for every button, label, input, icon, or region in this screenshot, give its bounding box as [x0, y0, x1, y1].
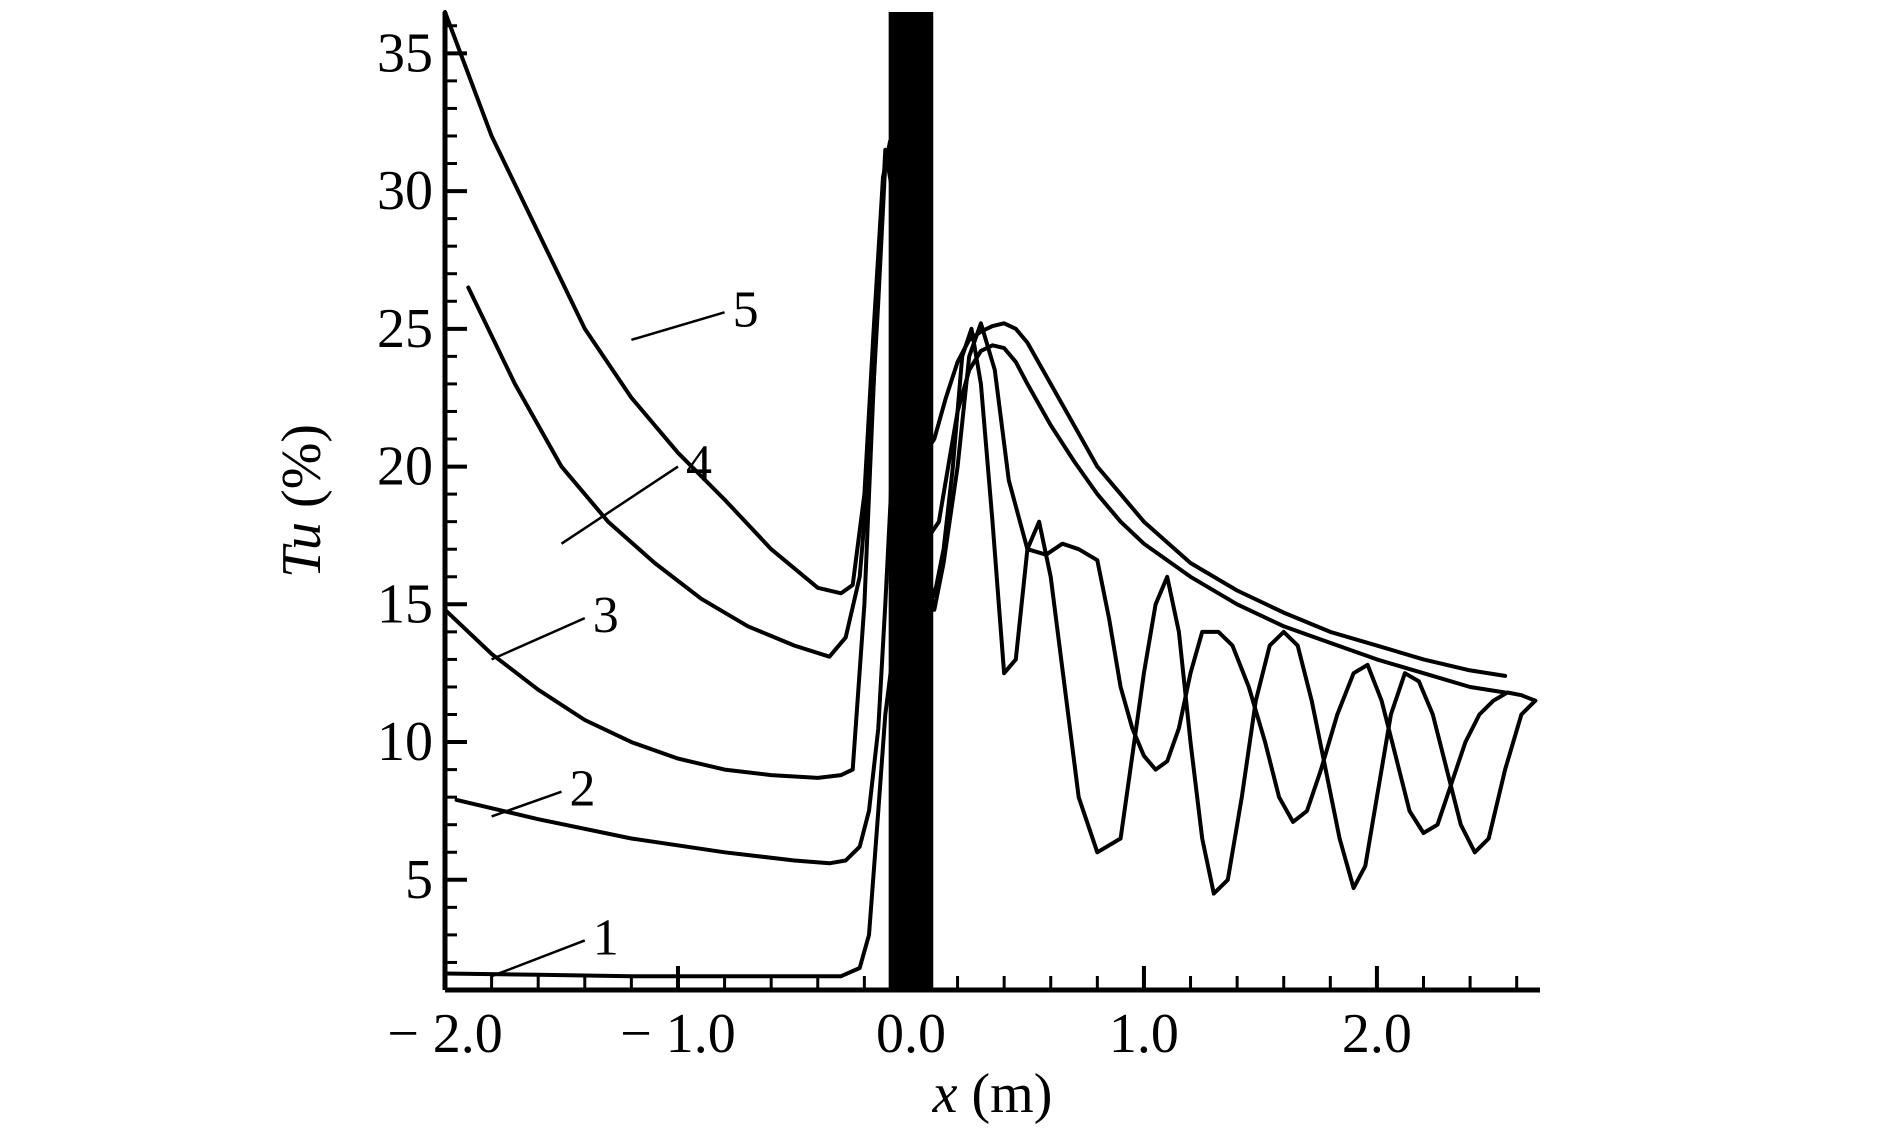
- y-tick-label: 25: [377, 298, 433, 360]
- axis-label-layer: x (m) Tu (%): [271, 424, 1052, 1125]
- curve-label-layer: 1 2 3 4 5: [491, 281, 759, 978]
- series-line-5: [443, 10, 1508, 678]
- axes-frame: [442, 12, 1540, 993]
- series-line-2: [454, 321, 1538, 866]
- series-line-4: [466, 147, 1508, 695]
- curve-label-3: 3: [593, 587, 619, 644]
- y-tick-label: 5: [405, 849, 433, 911]
- series-line-1: [443, 643, 913, 979]
- curve-leader-2: [491, 790, 562, 818]
- series-layer: [443, 10, 1538, 979]
- y-tick-label: 10: [377, 711, 433, 773]
- x-tick-label: 0.0: [876, 1003, 946, 1065]
- curve-label-5: 5: [733, 281, 759, 338]
- x-axis-unit: (m): [958, 1063, 1053, 1125]
- x-tick-label: − 2.0: [387, 1003, 503, 1065]
- series-line-3: [443, 147, 1538, 896]
- x-tick-label: − 1.0: [620, 1003, 736, 1065]
- curve-leader-1: [491, 939, 586, 978]
- x-tick-label: 1.0: [1109, 1003, 1179, 1065]
- y-tick-label: 35: [377, 22, 433, 84]
- y-tick-label: 15: [377, 573, 433, 635]
- x-tick-label: 2.0: [1342, 1003, 1412, 1065]
- curve-label-4: 4: [686, 436, 712, 493]
- curve-leader-4: [560, 465, 679, 545]
- curve-leader-3: [491, 616, 586, 661]
- curve-label-1: 1: [593, 909, 619, 966]
- y-tick-label: 20: [377, 436, 433, 498]
- x-axis-label: x (m): [932, 1063, 1053, 1125]
- x-axis-var: x: [932, 1063, 958, 1125]
- curve-label-2: 2: [569, 761, 595, 818]
- y-tick-label: 30: [377, 160, 433, 222]
- y-axis-var: Tu: [271, 522, 333, 578]
- curve-leader-5: [631, 311, 725, 342]
- y-axis-label: Tu (%): [271, 424, 333, 578]
- y-axis-unit: (%): [271, 424, 333, 522]
